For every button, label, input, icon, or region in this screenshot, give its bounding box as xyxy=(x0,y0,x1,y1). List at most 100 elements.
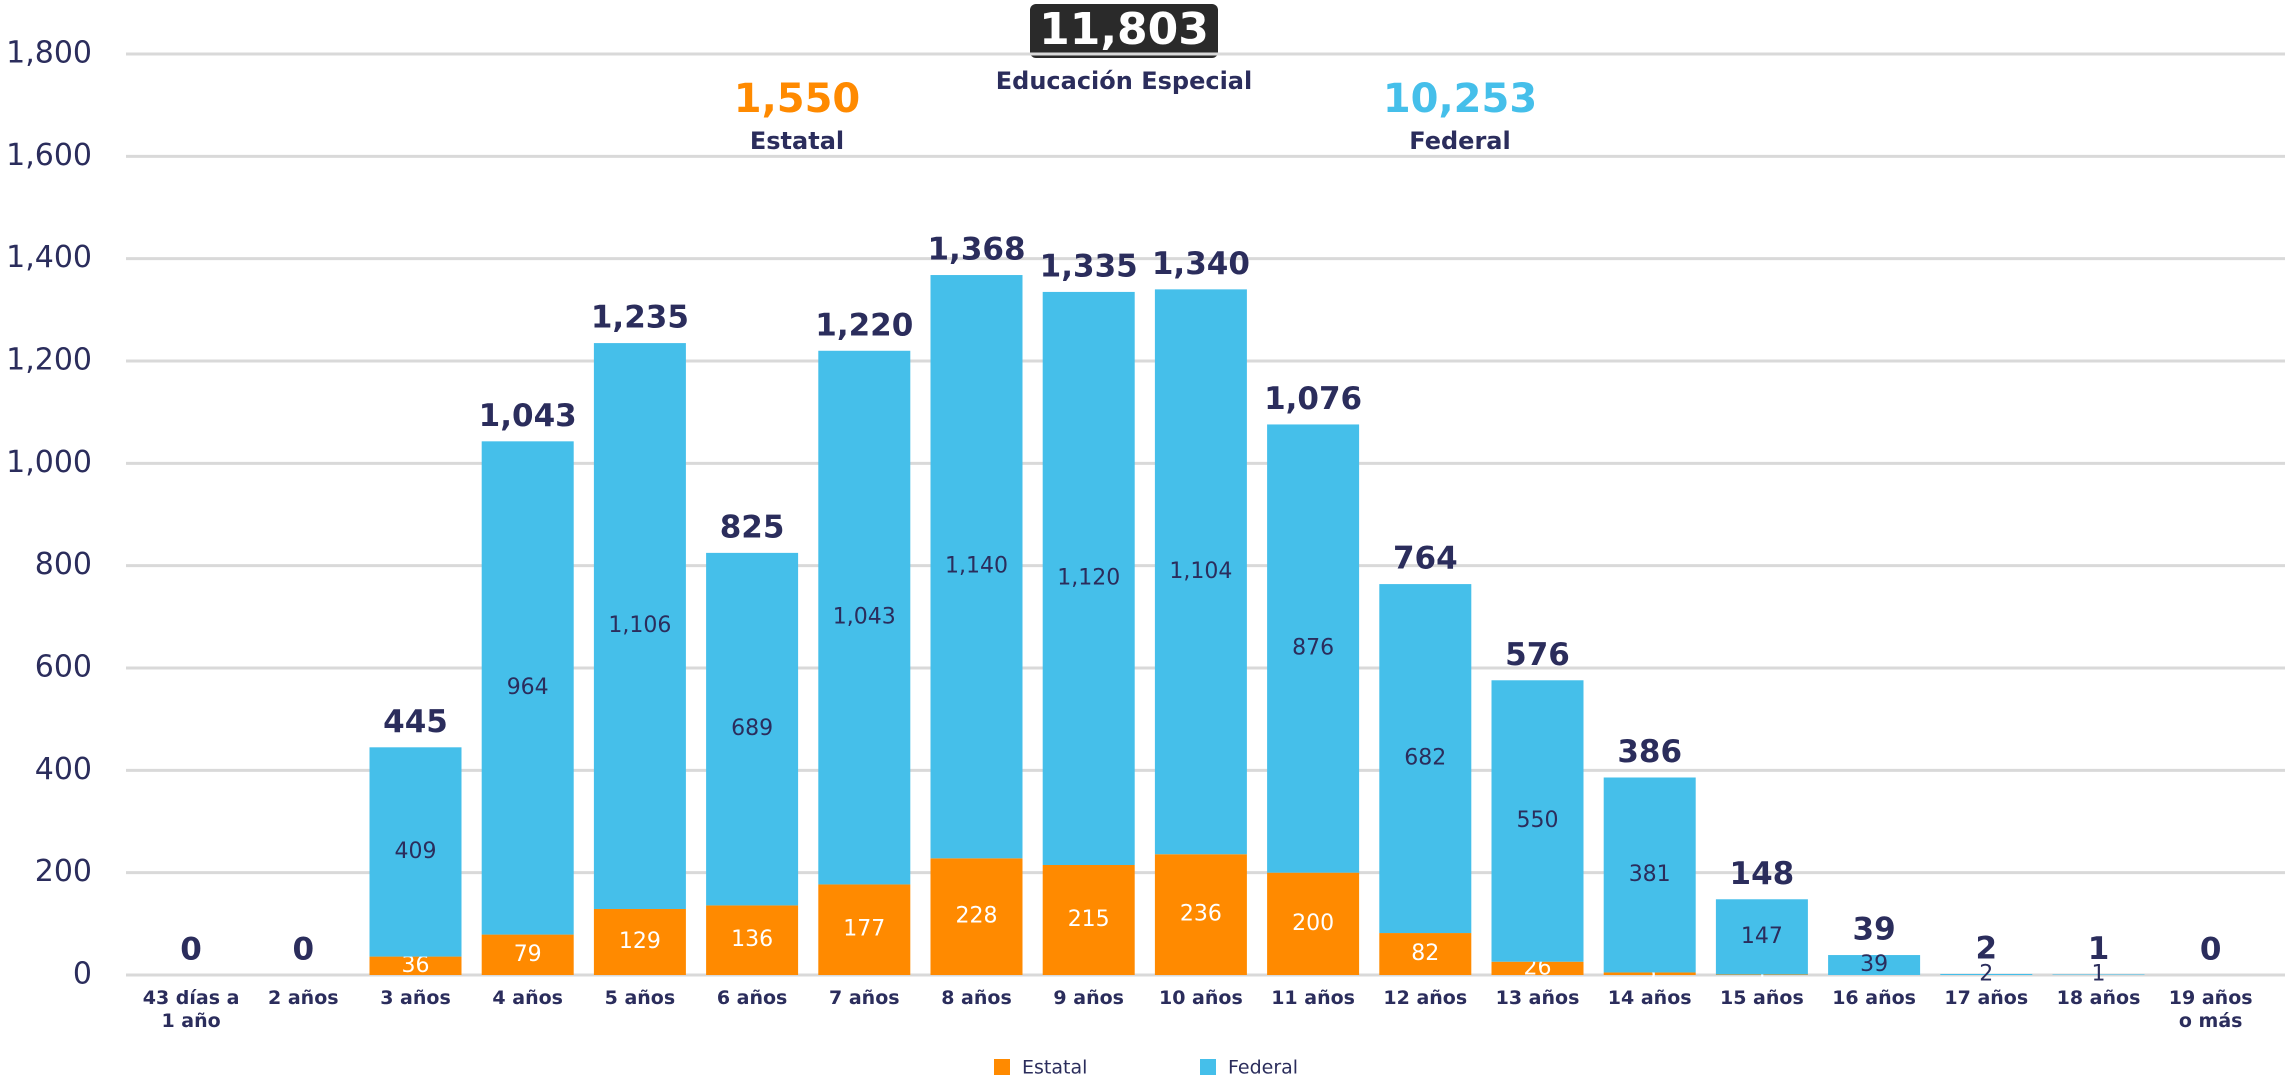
bar-segment xyxy=(593,908,686,975)
y-tick-label: 1,000 xyxy=(6,445,92,480)
bar-segment xyxy=(1379,933,1472,975)
x-tick-label: 4 años xyxy=(492,987,563,1009)
bar-segment xyxy=(1042,864,1135,975)
header-total: 11,803 xyxy=(1039,4,1209,55)
segment-label: 1,104 xyxy=(1169,559,1232,584)
y-tick-label: 1,200 xyxy=(6,343,92,378)
y-tick-label: 0 xyxy=(73,957,92,992)
legend-label: Federal xyxy=(1228,1057,1298,1079)
bar-segment xyxy=(1491,961,1584,975)
x-tick-label-box: 16 años xyxy=(1832,987,1916,1009)
x-tick-label-box: 2 años xyxy=(268,987,339,1009)
bar-segment xyxy=(1715,899,1808,975)
legend-swatch xyxy=(994,1059,1010,1075)
x-tick-label-box: 7 años xyxy=(829,987,900,1009)
segment-label: 200 xyxy=(1292,911,1334,936)
x-tick-label: 16 años xyxy=(1832,987,1916,1009)
total-label: 1 xyxy=(2088,931,2110,967)
segment-label: 1,120 xyxy=(1057,565,1120,590)
total-label: 1,235 xyxy=(591,300,689,336)
x-tick-label-box: 10 años xyxy=(1159,987,1243,1009)
header-estatal: 1,550 xyxy=(734,76,861,122)
segment-label: 876 xyxy=(1292,636,1334,661)
x-tick-label: 11 años xyxy=(1271,987,1355,1009)
segment-label: 2 xyxy=(1979,961,1993,986)
bar-segment xyxy=(1267,872,1360,975)
bar-segment xyxy=(1491,680,1584,962)
total-label: 386 xyxy=(1617,734,1682,770)
x-tick-label: 19 años o más xyxy=(2168,987,2253,1032)
y-tick-label: 400 xyxy=(35,752,92,787)
x-tick-label-box: 18 años xyxy=(2056,987,2141,1009)
x-tick-label: 5 años xyxy=(604,987,676,1009)
x-tick-label: 12 años xyxy=(1383,987,1468,1009)
segment-label: 136 xyxy=(731,927,773,952)
x-tick-label: 7 años xyxy=(829,987,900,1009)
x-tick-label: 13 años xyxy=(1495,987,1580,1009)
total-label: 764 xyxy=(1393,541,1458,577)
legend-swatch xyxy=(1200,1059,1216,1075)
x-tick-label: 8 años xyxy=(941,987,1012,1009)
total-label: 445 xyxy=(383,704,448,740)
segment-label: 215 xyxy=(1068,907,1110,932)
bar-segment xyxy=(1828,955,1921,975)
total-label: 825 xyxy=(720,509,785,545)
x-tick-label-box: 13 años xyxy=(1495,987,1580,1009)
total-label: 1,335 xyxy=(1040,248,1138,284)
bar-segment xyxy=(1603,972,1696,975)
segment-label: 1 xyxy=(2092,962,2106,987)
x-tick-label-box: 6 años xyxy=(717,987,788,1009)
y-tick-label: 600 xyxy=(35,650,92,685)
bar-segment xyxy=(1042,291,1135,865)
header-federal-label: Federal xyxy=(1409,127,1510,155)
segment-label: 129 xyxy=(619,929,661,954)
bar-segment xyxy=(1154,854,1247,975)
header-estatal-label: Estatal xyxy=(750,127,844,155)
segment-label: 228 xyxy=(956,904,998,929)
bar-segment xyxy=(2052,974,2145,975)
bar-segment xyxy=(1154,289,1247,855)
total-label: 0 xyxy=(180,932,202,968)
segment-label: 82 xyxy=(1411,941,1439,966)
segment-label: 381 xyxy=(1629,862,1671,887)
bar-segment xyxy=(1379,584,1472,934)
total-label: 2 xyxy=(1976,930,1998,966)
segment-label: 550 xyxy=(1517,808,1559,833)
total-label: 39 xyxy=(1853,912,1896,948)
bar-segment xyxy=(706,552,799,906)
header-federal: 10,253 xyxy=(1383,76,1537,122)
x-tick-label-box: 19 años o más xyxy=(2168,987,2253,1032)
header-box xyxy=(1030,4,1218,58)
x-tick-label: 15 años xyxy=(1720,987,1804,1009)
x-tick-label-box: 14 años xyxy=(1608,987,1692,1009)
x-tick-label-box: 15 años xyxy=(1720,987,1804,1009)
bar-segment xyxy=(481,934,574,975)
bar-segment xyxy=(1603,777,1696,973)
bar-segment xyxy=(1715,974,1808,975)
total-label: 576 xyxy=(1505,637,1570,673)
bar-segment xyxy=(818,884,911,975)
bar-segment xyxy=(706,905,799,975)
bar-segment xyxy=(818,350,911,885)
bar-segment xyxy=(930,275,1023,859)
bar-segment xyxy=(930,858,1023,975)
x-tick-label-box: 9 años xyxy=(1053,987,1124,1009)
segment-label: 236 xyxy=(1180,902,1222,927)
segment-label: 79 xyxy=(514,942,542,967)
total-label: 0 xyxy=(2200,932,2222,968)
x-tick-label: 18 años xyxy=(2056,987,2141,1009)
segment-label: 147 xyxy=(1741,924,1783,949)
bar-segment xyxy=(481,441,574,935)
x-tick-label-box: 3 años xyxy=(380,987,451,1009)
segment-label: 1,106 xyxy=(608,613,671,638)
segment-label: 689 xyxy=(731,716,773,741)
total-label: 0 xyxy=(293,932,315,968)
x-tick-label-box: 12 años xyxy=(1383,987,1468,1009)
segment-label: 1,043 xyxy=(833,605,896,630)
y-tick-label: 200 xyxy=(35,854,92,889)
segment-label: 36 xyxy=(402,953,430,978)
bar-segment xyxy=(593,343,686,909)
total-label: 148 xyxy=(1730,856,1795,892)
x-tick-label-box: 5 años xyxy=(604,987,676,1009)
